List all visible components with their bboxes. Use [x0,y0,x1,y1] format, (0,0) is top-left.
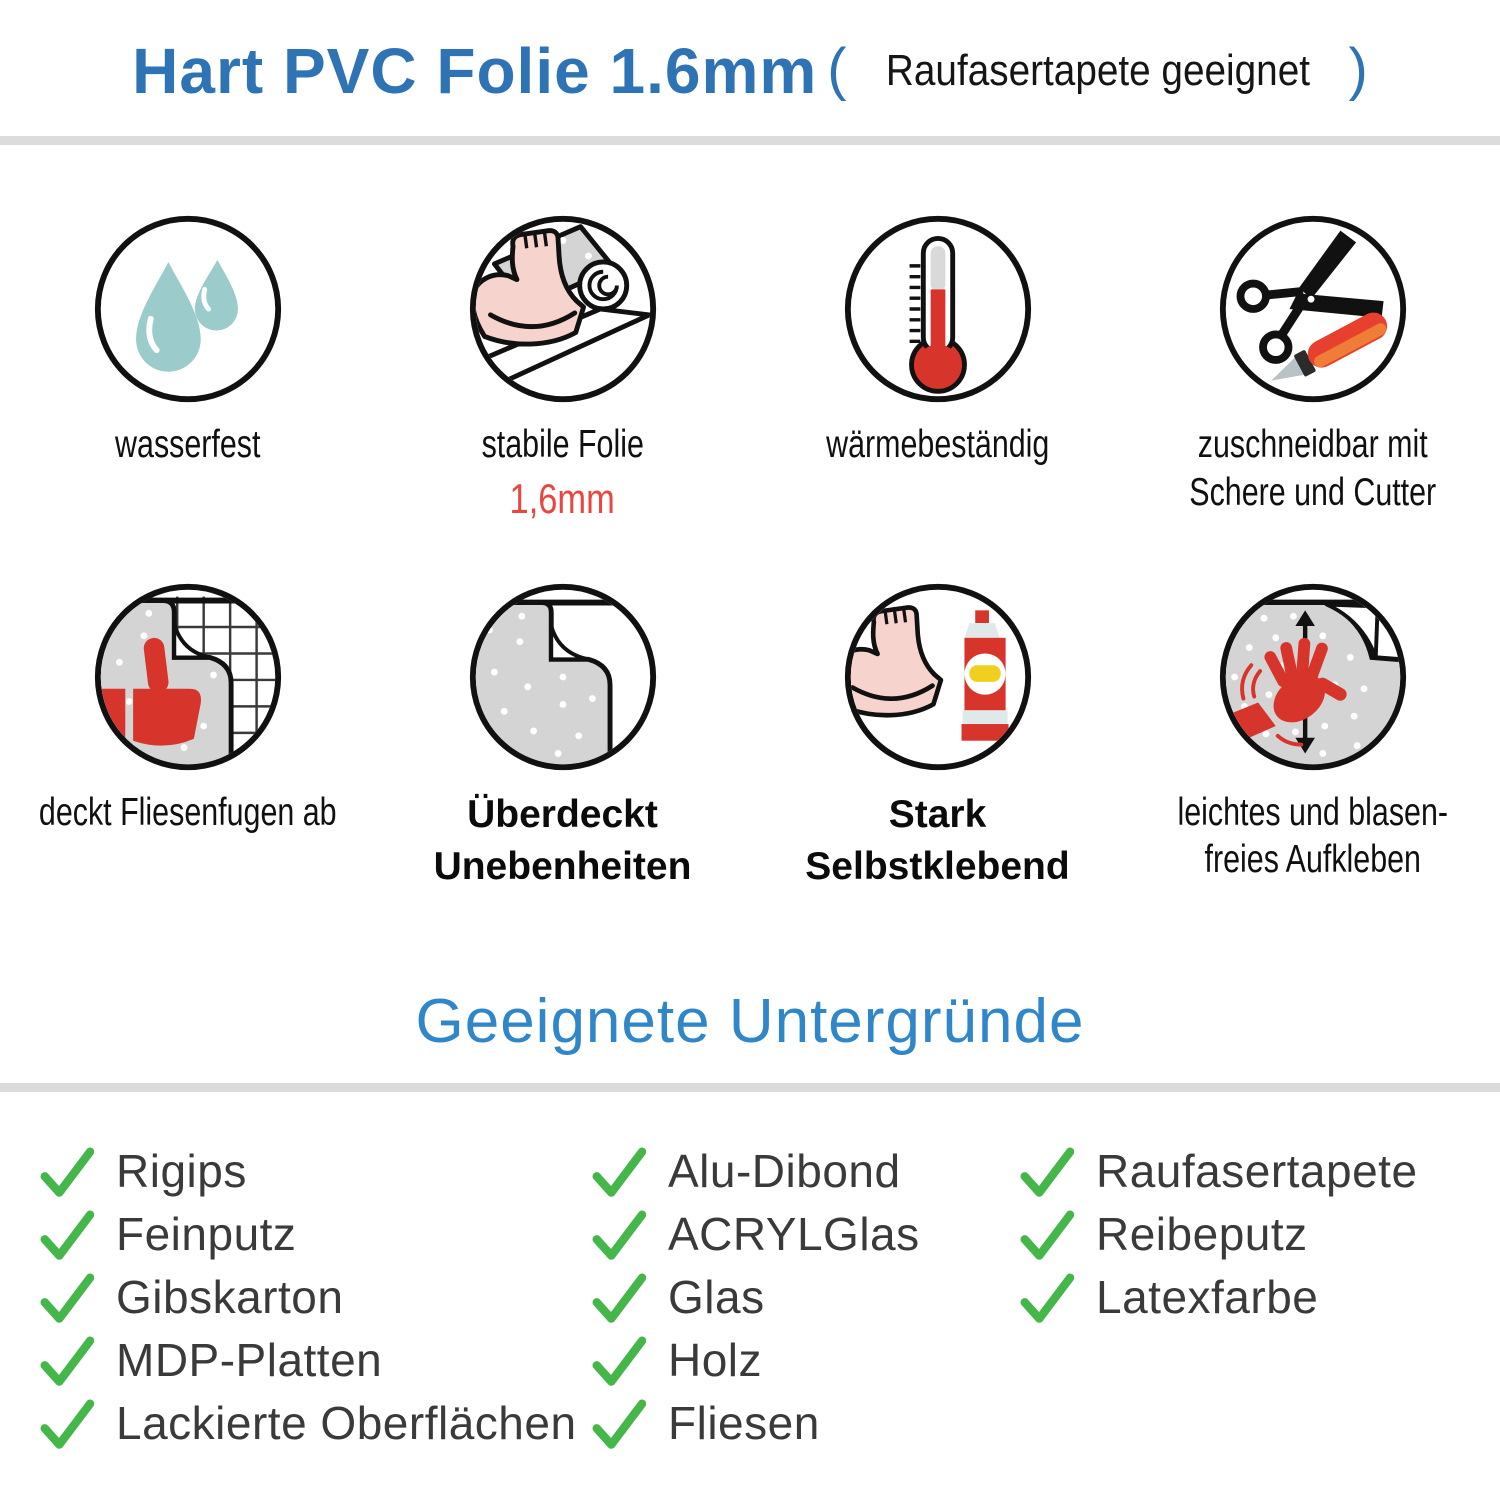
thickness-label: 1,6mm [509,474,616,522]
list-item: Rigips [38,1140,590,1203]
feature-label: zuschneidbar mit Schere und Cutter [1189,423,1436,514]
check-icon [1018,1145,1075,1201]
feature-label: leichtes und blasen- freies Aufkleben [1177,790,1448,882]
list-item: Glas [590,1266,1018,1329]
feature-stable-foil: stabile Folie 1,6mm [375,211,750,523]
scissors-cutter-icon [1219,215,1406,403]
feature-bubble-free: leichtes und blasen- freies Aufkleben [1125,579,1500,894]
feature-self-adhesive: Stark Selbstklebend [750,579,1125,894]
feature-label: Überdeckt Unebenheiten [433,792,692,889]
page-title: Hart PVC Folie 1.6mm ( Raufasertapete ge… [0,0,1500,108]
list-item: Reibeputz [1018,1203,1458,1266]
feature-label: deckt Fliesenfugen ab [38,790,337,834]
list-item: Feinputz [38,1203,590,1266]
list-item: Lackierte Oberflächen [38,1392,590,1455]
paren-close: ) [1348,36,1368,102]
check-icon [590,1397,647,1453]
check-icon [38,1145,95,1201]
strong-arm-glue-icon [844,583,1031,770]
feature-heat-resistant: wärmebeständig [750,211,1125,523]
check-icon [38,1271,95,1327]
thermometer-icon [844,215,1031,403]
substrate-lists: Rigips Feinputz Gibskarton MDP-Platten L… [0,1140,1500,1455]
foil-flap-icon [469,583,656,770]
check-icon [1018,1208,1075,1264]
paren-open: ( [827,36,847,102]
feature-waterproof: wasserfest [0,211,375,523]
feature-label: Stark Selbstklebend [805,792,1070,889]
list-item: Latexfarbe [1018,1266,1458,1329]
feature-covers-tile-joints: deckt Fliesenfugen ab [0,579,375,894]
list-item: MDP-Platten [38,1329,590,1392]
list-item: Fliesen [590,1392,1018,1455]
strong-arm-foil-icon [469,215,656,403]
feature-covers-unevenness: Überdeckt Unebenheiten [375,579,750,894]
list-item: ACRYLGlas [590,1203,1018,1266]
water-drops-icon [94,215,281,403]
feature-row-1: wasserfest stabile Folie 1,6mm [0,211,1500,523]
product-subtitle: Raufasertapete geeignet [885,46,1310,95]
hand-smoothing-icon [1219,583,1406,770]
feature-row-2: deckt Fliesenfugen ab [0,579,1500,894]
section-heading-substrates: Geeignete Untergründe [415,986,1085,1056]
list-item: Holz [590,1329,1018,1392]
check-icon [38,1397,95,1453]
substrate-column-2: Alu-Dibond ACRYLGlas Glas Holz Fliesen [590,1140,1018,1455]
check-icon [590,1334,647,1390]
product-title: Hart PVC Folie 1.6mm [132,35,818,107]
list-item: Gibskarton [38,1266,590,1329]
check-icon [38,1208,95,1264]
divider-top [0,136,1500,145]
divider-middle [0,1082,1500,1092]
feature-cuttable: zuschneidbar mit Schere und Cutter [1125,211,1500,523]
list-item: Alu-Dibond [590,1140,1018,1203]
check-icon [38,1334,95,1390]
check-icon [590,1208,647,1264]
check-icon [1018,1271,1075,1327]
substrate-column-3: Raufasertapete Reibeputz Latexfarbe [1018,1140,1458,1455]
feature-label: wärmebeständig [825,423,1050,466]
check-icon [590,1145,647,1201]
check-icon [590,1271,647,1327]
thumb-up-tiles-icon [94,583,281,770]
substrate-column-1: Rigips Feinputz Gibskarton MDP-Platten L… [0,1140,590,1455]
feature-label: wasserfest [114,423,261,466]
feature-label: stabile Folie [481,423,644,466]
list-item: Raufasertapete [1018,1140,1458,1203]
